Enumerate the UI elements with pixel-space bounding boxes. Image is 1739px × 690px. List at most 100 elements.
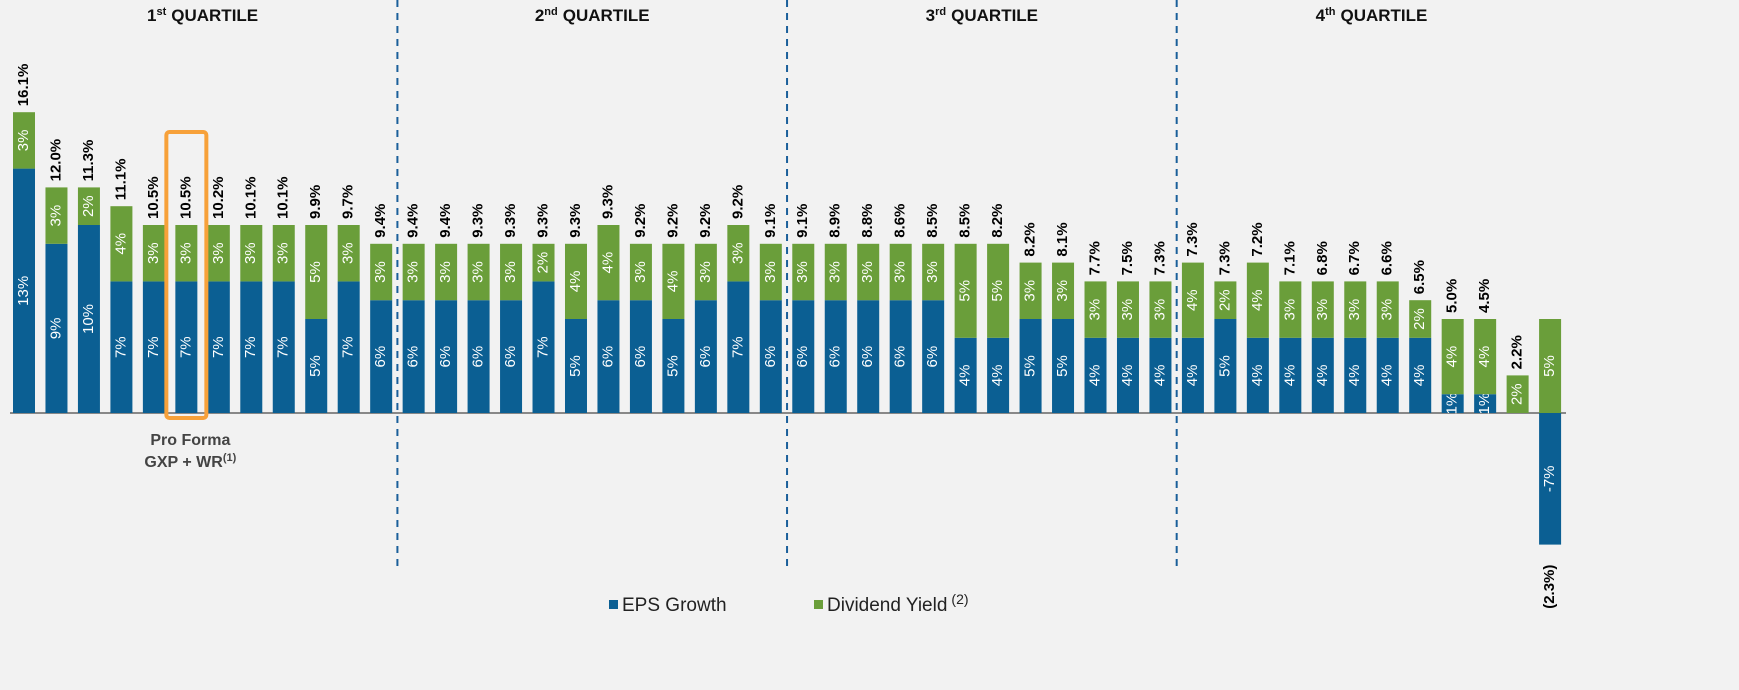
bar-segment xyxy=(1279,281,1302,338)
segment-label: 7% xyxy=(177,336,194,358)
segment-label: 5% xyxy=(664,355,681,377)
total-label: 5.0% xyxy=(1444,279,1461,313)
bar-segment xyxy=(1214,319,1237,413)
segment-label: 6% xyxy=(599,346,616,368)
bar-segment xyxy=(337,225,360,282)
bar-segment xyxy=(240,225,263,282)
bar-segment xyxy=(272,225,295,282)
total-label: 9.3% xyxy=(470,204,487,238)
total-label: 9.2% xyxy=(664,204,681,238)
segment-label: 9% xyxy=(47,318,64,340)
bar-segment xyxy=(727,225,750,282)
segment-label: 6% xyxy=(502,346,519,368)
bar-segment xyxy=(1311,281,1334,338)
segment-label: 4% xyxy=(664,271,681,293)
segment-label: 2% xyxy=(1509,383,1526,405)
total-label: 8.9% xyxy=(827,204,844,238)
bar-segment xyxy=(532,281,555,413)
total-label: 8.5% xyxy=(957,204,974,238)
legend-note: (2) xyxy=(951,591,968,607)
segment-label: 3% xyxy=(1086,299,1103,321)
bar-segment xyxy=(240,281,263,413)
bar-segment xyxy=(597,225,620,301)
bar-segment xyxy=(597,300,620,413)
quartile-header: 3rd QUARTILE xyxy=(926,6,1038,26)
bar-segment xyxy=(1376,281,1399,338)
legend-entry: EPS Growth xyxy=(622,595,727,616)
bar-segment xyxy=(142,281,165,413)
bar-segment xyxy=(207,225,230,282)
bar-segment xyxy=(467,243,490,301)
bar-segment xyxy=(889,300,912,413)
bar-segment xyxy=(500,243,523,301)
segment-label: 7% xyxy=(210,336,227,358)
segment-label: 6% xyxy=(827,346,844,368)
bar-segment xyxy=(727,281,750,413)
total-label: 9.1% xyxy=(794,204,811,238)
quartile-num: 2 xyxy=(535,6,544,25)
bar-segment xyxy=(1019,319,1042,413)
total-label: 11.1% xyxy=(112,158,129,200)
bar-segment xyxy=(532,243,555,282)
segment-label: 3% xyxy=(1281,299,1298,321)
total-label: 11.3% xyxy=(80,140,97,182)
total-label: 7.3% xyxy=(1151,241,1168,275)
quartile-sup: st xyxy=(156,6,166,18)
bar-segment xyxy=(1344,337,1367,413)
segment-label: 4% xyxy=(1119,365,1136,387)
legend-swatch xyxy=(814,600,823,609)
bar-segment xyxy=(77,187,100,225)
total-label: 7.5% xyxy=(1119,241,1136,275)
segment-label: 6% xyxy=(372,346,389,368)
segment-label: 5% xyxy=(1541,355,1558,377)
segment-label: 3% xyxy=(405,261,422,283)
segment-label: 3% xyxy=(470,261,487,283)
quartile-text: QUARTILE xyxy=(563,6,650,25)
bar-segment xyxy=(77,225,100,413)
quartile-sup: nd xyxy=(544,6,557,18)
segment-label: 7% xyxy=(340,336,357,358)
bar-segment xyxy=(370,243,393,301)
bar-segment xyxy=(922,300,945,413)
segment-label: 3% xyxy=(177,242,194,264)
segment-label: 1% xyxy=(1476,393,1493,415)
segment-label: 4% xyxy=(1444,346,1461,368)
total-label: 9.2% xyxy=(697,204,714,238)
annotation-text: GXP + WR xyxy=(144,454,223,471)
bar-segment xyxy=(500,300,523,413)
quartile-text: QUARTILE xyxy=(171,6,258,25)
segment-label: 3% xyxy=(1314,299,1331,321)
segment-label: 2% xyxy=(1411,308,1428,330)
bar-segment xyxy=(1019,262,1042,319)
segment-label: 4% xyxy=(1346,365,1363,387)
segment-label: 4% xyxy=(1314,365,1331,387)
quartile-num: 1 xyxy=(147,6,156,25)
segment-label: 3% xyxy=(729,242,746,264)
segment-label: 4% xyxy=(1476,346,1493,368)
bar-segment xyxy=(792,300,815,413)
segment-label: -7% xyxy=(1541,465,1558,492)
total-label: 10.1% xyxy=(242,176,259,219)
bar-segment xyxy=(629,243,652,301)
segment-label: 3% xyxy=(372,261,389,283)
bar-segment xyxy=(1181,262,1204,338)
segment-label: 3% xyxy=(210,242,227,264)
segment-label: 3% xyxy=(502,261,519,283)
total-label: 10.2% xyxy=(210,176,227,219)
bar-segment xyxy=(1506,375,1529,413)
bar-segment xyxy=(13,112,35,169)
quartile-text: QUARTILE xyxy=(951,6,1038,25)
bar-segment xyxy=(629,300,652,413)
segment-label: 3% xyxy=(1054,280,1071,302)
segment-label: 4% xyxy=(957,365,974,387)
bar-segment xyxy=(1116,281,1139,338)
bar-segment xyxy=(922,243,945,301)
bar-segment xyxy=(45,187,68,244)
bar-segment xyxy=(824,243,847,301)
segment-label: 5% xyxy=(1216,355,1233,377)
bar-segment xyxy=(1116,337,1139,413)
segment-label: 4% xyxy=(989,365,1006,387)
total-label: 6.6% xyxy=(1379,241,1396,275)
bar-segment xyxy=(1539,319,1562,413)
